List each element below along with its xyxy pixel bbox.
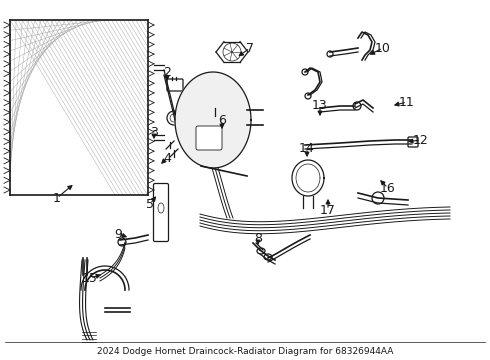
Text: 14: 14 (299, 141, 315, 154)
Text: 13: 13 (312, 99, 328, 112)
Text: 15: 15 (82, 271, 98, 284)
Text: 4: 4 (163, 152, 171, 165)
Text: 2024 Dodge Hornet Draincock-Radiator Diagram for 68326944AA: 2024 Dodge Hornet Draincock-Radiator Dia… (97, 347, 393, 356)
Text: 10: 10 (375, 41, 391, 54)
Text: 3: 3 (150, 126, 158, 139)
Polygon shape (175, 72, 251, 168)
Text: 9: 9 (114, 228, 122, 240)
Text: 11: 11 (399, 95, 415, 108)
Text: 17: 17 (320, 203, 336, 216)
Text: 5: 5 (146, 198, 154, 211)
Text: 7: 7 (246, 41, 254, 54)
FancyBboxPatch shape (196, 126, 222, 150)
Text: 1: 1 (53, 192, 61, 204)
Text: 16: 16 (380, 181, 396, 194)
Text: 6: 6 (218, 113, 226, 126)
Text: 8: 8 (254, 231, 262, 244)
Text: 2: 2 (163, 66, 171, 78)
Text: 12: 12 (413, 134, 429, 147)
